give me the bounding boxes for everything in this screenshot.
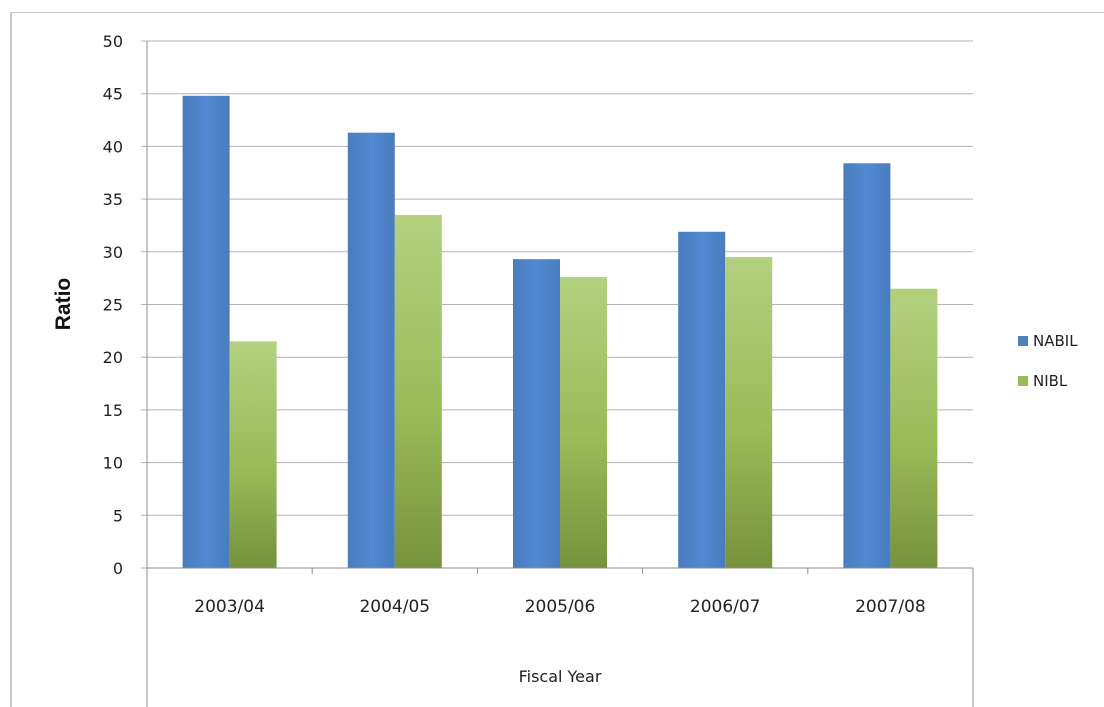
x-category-label: 2003/04 (194, 597, 265, 617)
frame-left-border (10, 12, 12, 707)
axes (146, 41, 974, 707)
legend-label-nabil: NABIL (1033, 332, 1078, 350)
y-tick-label: 10 (103, 454, 123, 473)
bar-nibl-2005-06 (560, 277, 607, 568)
y-tick-label: 45 (103, 85, 123, 104)
frame-top-border (10, 12, 1104, 13)
x-category-labels: 2003/04 2004/05 2005/06 2006/07 2007/08 (194, 597, 925, 617)
bar-nabil-2007-08 (843, 163, 891, 568)
bar-nibl-2006-07 (725, 257, 773, 568)
y-tick-label: 40 (103, 137, 123, 156)
y-tick-label: 25 (103, 296, 123, 315)
x-category-label: 2007/08 (855, 597, 926, 617)
bar-nibl-2004-05 (394, 214, 442, 568)
legend: NABIL NIBL (1018, 332, 1078, 390)
y-tick-label: 35 (103, 190, 123, 209)
legend-swatch-nibl (1018, 376, 1028, 386)
bars (182, 95, 938, 569)
y-tick-label: 20 (103, 348, 123, 367)
bar-nabil-2003-04 (182, 95, 230, 569)
y-tick-labels: 0 5 10 15 20 25 30 35 40 45 50 (103, 32, 123, 578)
bar-nibl-2007-08 (890, 288, 938, 568)
y-tick-label: 15 (103, 401, 123, 420)
y-tick-label: 5 (113, 506, 123, 525)
y-axis-title: Ratio (52, 278, 75, 331)
y-tick-label: 50 (103, 32, 123, 51)
bar-nibl-2003-04 (229, 341, 277, 568)
x-category-label: 2006/07 (690, 597, 761, 617)
y-tick-label: 0 (113, 559, 123, 578)
x-category-label: 2004/05 (359, 597, 430, 617)
bar-nabil-2006-07 (678, 231, 726, 569)
x-category-label: 2005/06 (525, 597, 596, 617)
bar-nabil-2004-05 (347, 132, 395, 568)
x-axis-title: Fiscal Year (519, 667, 602, 686)
y-tick-label: 30 (103, 243, 123, 262)
bar-nabil-2005-06 (513, 259, 560, 568)
legend-swatch-nabil (1018, 336, 1028, 346)
legend-label-nibl: NIBL (1033, 372, 1068, 390)
